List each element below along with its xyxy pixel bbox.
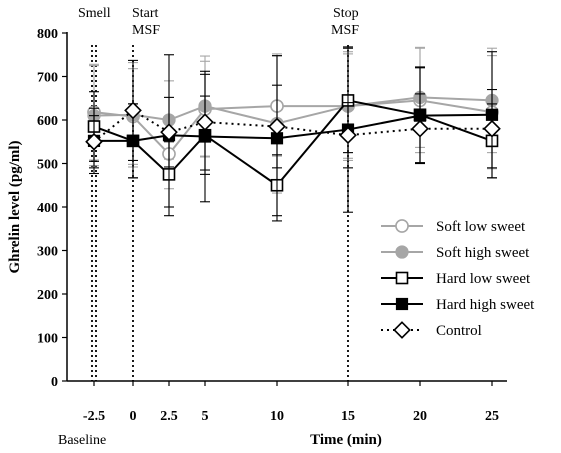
- legend-label: Hard low sweet: [436, 271, 531, 287]
- legend-item: Control: [381, 321, 482, 339]
- marker-square-open: [395, 271, 409, 285]
- x-tick-label: -2.5: [83, 409, 105, 424]
- axes: 0 100 200 300 400 500 600 700 800 -2.5 0 2.5 5 10 15 20…: [37, 27, 507, 424]
- event-lines: [91, 45, 349, 381]
- legend-label: Soft high sweet: [436, 245, 530, 261]
- x-tick-label: 0: [130, 409, 137, 424]
- marker-circle-open: [395, 219, 409, 233]
- x-tick-label: 20: [413, 409, 427, 424]
- marker-diamond-open: [393, 321, 411, 339]
- y-tick-label: 700: [37, 71, 58, 86]
- legend-label: Soft low sweet: [436, 219, 526, 235]
- legend-label: Control: [436, 323, 482, 339]
- annotation-start-line2: MSF: [132, 23, 160, 38]
- annotation-baseline: Baseline: [58, 433, 106, 448]
- legend-item: Soft high sweet: [381, 245, 530, 261]
- y-tick-label: 200: [37, 288, 58, 303]
- series-control: [85, 59, 501, 171]
- series-line: [93, 99, 493, 156]
- annotation-stop-line1: Stop: [333, 6, 359, 21]
- marker-square-filled: [395, 297, 409, 311]
- y-axis-title: Ghrelin level (pg/ml): [7, 140, 23, 273]
- legend-item: Hard low sweet: [381, 271, 531, 287]
- y-tick-label: 0: [51, 375, 58, 390]
- y-tick-label: 600: [37, 114, 58, 129]
- x-tick-label: 5: [202, 409, 209, 424]
- x-tick-label: 2.5: [160, 409, 178, 424]
- series-group: [85, 46, 501, 222]
- annotation-start-line1: Start: [132, 6, 159, 21]
- marker-diamond-open: [411, 119, 429, 138]
- marker-circle-filled: [395, 245, 409, 259]
- marker-diamond-open: [124, 101, 142, 120]
- marker-diamond-open: [339, 126, 357, 145]
- legend: Soft low sweet Soft high sweet Hard low sw…: [381, 219, 535, 339]
- x-tick-label: 25: [485, 409, 499, 424]
- marker-diamond-open: [196, 113, 214, 132]
- annotation-stop-line2: MSF: [331, 23, 359, 38]
- y-tick-label: 800: [37, 27, 58, 42]
- x-tick-label: 10: [270, 409, 284, 424]
- legend-item: Hard high sweet: [381, 297, 535, 313]
- y-tick-label: 500: [37, 158, 58, 173]
- annotation-smell: Smell: [78, 6, 111, 21]
- y-tick-label: 100: [37, 332, 58, 347]
- series-line: [93, 99, 493, 187]
- marker-diamond-open: [268, 117, 286, 136]
- marker-diamond-open: [85, 132, 103, 151]
- marker-diamond-open: [483, 119, 501, 138]
- y-tick-label: 300: [37, 245, 58, 260]
- x-axis-title: Time (min): [310, 432, 382, 448]
- series-hard-low-sweet: [87, 47, 499, 217]
- x-tick-label: 15: [341, 409, 355, 424]
- legend-item: Soft low sweet: [381, 219, 526, 235]
- marker-diamond-open: [160, 123, 178, 142]
- legend-label: Hard high sweet: [436, 297, 535, 313]
- y-tick-label: 400: [37, 201, 58, 216]
